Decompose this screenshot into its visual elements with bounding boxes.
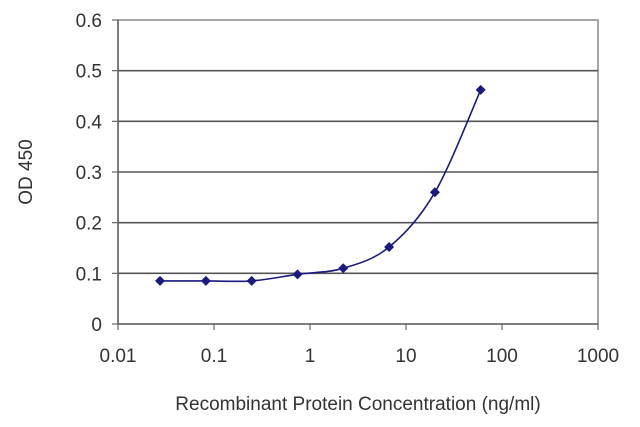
data-point <box>155 275 166 286</box>
data-point <box>200 275 211 286</box>
data-points <box>155 84 486 286</box>
data-point <box>246 275 257 286</box>
data-point <box>292 269 303 280</box>
y-tick-label: 0.1 <box>76 264 102 285</box>
y-tick-label: 0 <box>91 315 102 336</box>
x-tick-label: 1 <box>305 346 316 367</box>
y-tick-label: 0.2 <box>76 214 102 235</box>
data-point <box>429 187 440 198</box>
y-tick-label: 0.4 <box>76 112 103 133</box>
data-point <box>384 241 395 252</box>
x-tick-label: 0.01 <box>100 346 137 367</box>
x-tick-label: 100 <box>486 346 518 367</box>
y-axis-title: OD 450 <box>16 139 37 204</box>
x-tick-labels: 0.01 0.1 1 10 100 1000 <box>100 324 619 367</box>
x-tick-label: 10 <box>395 346 416 367</box>
x-tick-label: 0.1 <box>201 346 227 367</box>
y-tick-label: 0.5 <box>76 62 102 83</box>
data-point <box>475 84 486 95</box>
y-tick-label: 0.3 <box>76 163 102 184</box>
x-tick-label: 1000 <box>577 346 619 367</box>
x-axis-title: Recombinant Protein Concentration (ng/ml… <box>175 394 540 415</box>
data-point <box>338 263 349 274</box>
y-tick-label: 0.6 <box>76 11 102 32</box>
y-tick-labels: 0 0.1 0.2 0.3 0.4 0.5 0.6 <box>76 11 118 336</box>
gridlines <box>118 69 598 275</box>
